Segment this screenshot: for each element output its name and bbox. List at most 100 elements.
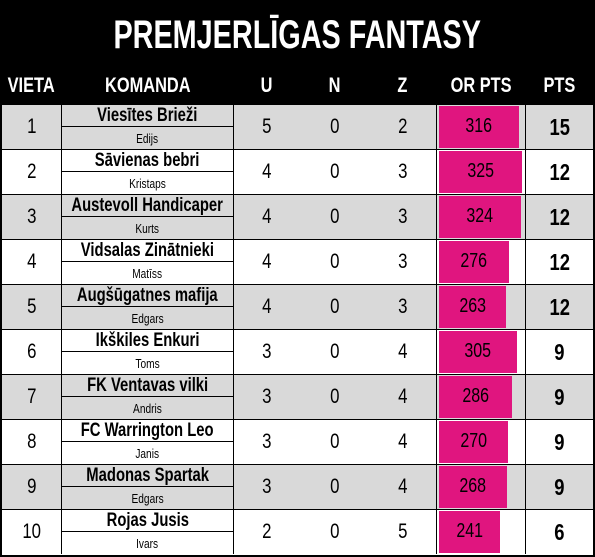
column-header-points: PTS <box>543 74 576 97</box>
points-for-value: 316 <box>465 114 493 137</box>
team-cell: Austevoll Handicaper Kurts <box>61 195 234 239</box>
losses-cell: 4 <box>397 475 408 498</box>
points-for-cell: 241 <box>436 510 526 554</box>
draws-cell: 0 <box>329 250 340 273</box>
team-name: FC Warrington Leo <box>62 420 233 442</box>
team-name: Ikškiles Enkuri <box>62 330 233 352</box>
points-for-value: 305 <box>464 339 492 362</box>
column-header-rank: VIETA <box>7 74 56 97</box>
table-row: 6 Ikškiles Enkuri Toms 3 0 4 305 9 <box>2 329 593 374</box>
points-for-value: 270 <box>460 429 487 452</box>
points-for-bar <box>439 466 507 508</box>
wins-cell: 3 <box>262 385 272 408</box>
points-for-cell: 276 <box>436 240 526 284</box>
wins-cell: 4 <box>262 205 272 228</box>
column-header-draws: N <box>328 74 341 97</box>
losses-cell: 4 <box>397 385 408 408</box>
rank-cell: 8 <box>26 430 37 453</box>
team-cell: Vidsalas Zinātnieki Matīss <box>61 240 234 284</box>
column-header-points-for: OR PTS <box>450 74 512 97</box>
table-header: VIETA KOMANDA U N Z OR PTS PTS <box>2 68 593 104</box>
draws-cell: 0 <box>329 115 340 138</box>
rank-cell: 4 <box>26 250 37 273</box>
draws-cell: 0 <box>329 475 340 498</box>
points-for-bar <box>439 286 506 328</box>
draws-cell: 0 <box>329 295 340 318</box>
team-cell: FK Ventavas vilki Andris <box>61 375 234 419</box>
points-for-cell: 324 <box>436 195 526 239</box>
manager-name: Andris <box>133 400 162 416</box>
team-cell: Viesītes Brieži Edijs <box>61 105 234 149</box>
page-title: PREMJERLĪGAS FANTASY <box>113 12 482 57</box>
rank-cell: 2 <box>26 160 37 183</box>
table-row: 7 FK Ventavas vilki Andris 3 0 4 286 9 <box>2 374 593 419</box>
points-for-bar <box>439 376 512 418</box>
losses-cell: 3 <box>397 205 408 228</box>
column-header-wins: U <box>261 74 273 97</box>
table-row: 2 Sāvienas bebri Kristaps 4 0 3 325 12 <box>2 149 593 194</box>
table-row: 8 FC Warrington Leo Janis 3 0 4 270 9 <box>2 419 593 464</box>
wins-cell: 3 <box>262 430 272 453</box>
draws-cell: 0 <box>329 430 340 453</box>
points-for-value: 268 <box>459 474 487 497</box>
losses-cell: 5 <box>397 520 408 543</box>
losses-cell: 3 <box>397 295 408 318</box>
points-for-bar <box>439 421 508 463</box>
manager-name: Kristaps <box>129 175 166 191</box>
manager-name: Edijs <box>136 130 159 146</box>
manager-name: Ivars <box>136 535 159 551</box>
team-name: Madonas Spartak <box>62 465 233 487</box>
table-row: 10 Rojas Jusis Ivars 2 0 5 241 6 <box>2 509 593 554</box>
manager-name: Toms <box>135 355 160 371</box>
wins-cell: 4 <box>262 250 272 273</box>
rank-cell: 10 <box>22 520 41 543</box>
losses-cell: 4 <box>397 430 408 453</box>
losses-cell: 3 <box>397 250 408 273</box>
team-name: Vidsalas Zinātnieki <box>62 240 233 262</box>
points-cell: 12 <box>549 293 570 320</box>
title-bar: PREMJERLĪGAS FANTASY <box>2 2 593 68</box>
points-for-cell: 270 <box>436 420 526 464</box>
team-cell: Augšūgatnes mafija Edgars <box>61 285 234 329</box>
points-cell: 15 <box>549 113 570 140</box>
points-for-cell: 263 <box>436 285 526 329</box>
losses-cell: 3 <box>397 160 408 183</box>
points-for-value: 324 <box>466 204 494 227</box>
wins-cell: 2 <box>262 520 272 543</box>
manager-name: Matīss <box>132 265 163 281</box>
points-for-value: 325 <box>467 159 494 182</box>
team-cell: FC Warrington Leo Janis <box>61 420 234 464</box>
manager-name: Edgars <box>131 490 164 506</box>
draws-cell: 0 <box>329 385 340 408</box>
rank-cell: 6 <box>26 340 37 363</box>
points-for-cell: 325 <box>436 150 526 194</box>
column-header-team: KOMANDA <box>104 74 191 97</box>
table-row: 4 Vidsalas Zinātnieki Matīss 4 0 3 276 12 <box>2 239 593 284</box>
wins-cell: 3 <box>262 475 272 498</box>
points-for-cell: 316 <box>436 105 526 149</box>
points-for-bar <box>439 196 521 238</box>
team-name: FK Ventavas vilki <box>62 375 233 397</box>
manager-name: Edgars <box>131 310 164 326</box>
manager-name: Kurts <box>135 220 160 236</box>
team-name: Austevoll Handicaper <box>62 195 233 217</box>
points-cell: 9 <box>554 338 565 365</box>
points-cell: 9 <box>554 383 565 410</box>
rank-cell: 1 <box>26 115 37 138</box>
wins-cell: 3 <box>262 340 272 363</box>
wins-cell: 4 <box>262 160 272 183</box>
table-row: 5 Augšūgatnes mafija Edgars 4 0 3 263 12 <box>2 284 593 329</box>
points-for-cell: 305 <box>436 330 526 374</box>
points-for-value: 286 <box>462 384 489 407</box>
team-name: Sāvienas bebri <box>62 150 233 172</box>
points-cell: 12 <box>549 203 570 230</box>
column-header-losses: Z <box>397 74 408 97</box>
table-row: 3 Austevoll Handicaper Kurts 4 0 3 324 12 <box>2 194 593 239</box>
wins-cell: 5 <box>262 115 272 138</box>
points-for-bar <box>439 331 517 373</box>
rank-cell: 5 <box>26 295 37 318</box>
points-cell: 12 <box>549 158 570 185</box>
manager-name: Janis <box>135 445 160 461</box>
team-cell: Rojas Jusis Ivars <box>61 510 234 554</box>
points-for-cell: 286 <box>436 375 526 419</box>
